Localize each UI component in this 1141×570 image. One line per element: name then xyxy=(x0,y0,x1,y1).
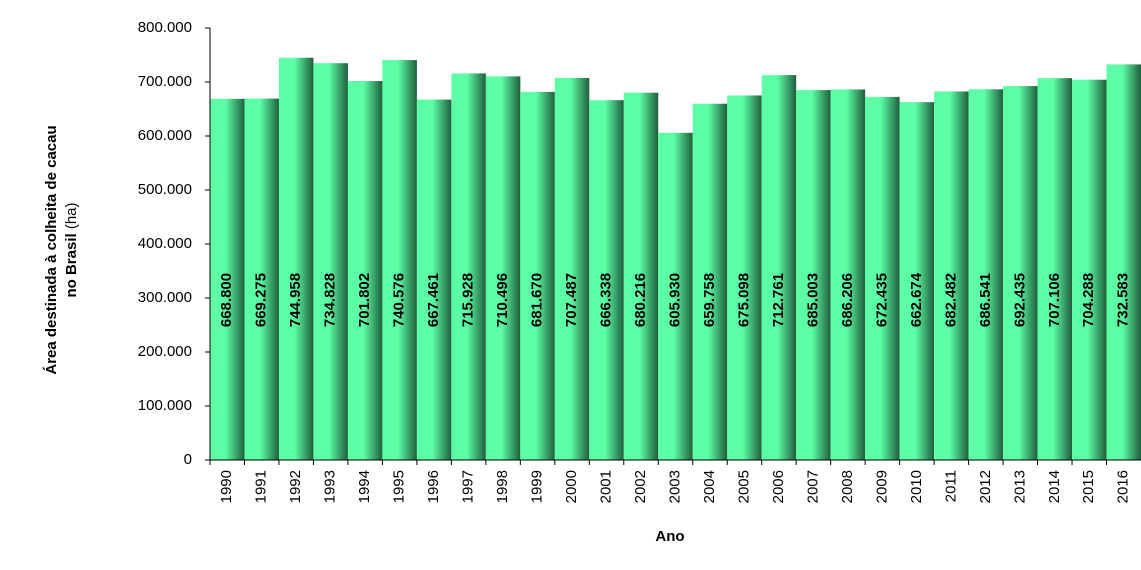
data-label: 686.206 xyxy=(839,273,856,327)
x-axis-title: Ano xyxy=(655,528,684,545)
bar xyxy=(1037,78,1073,461)
y-tick-label: 600.000 xyxy=(138,127,192,144)
x-tick-label: 2011 xyxy=(942,470,959,502)
bar xyxy=(589,100,624,460)
x-tick-label: 2006 xyxy=(770,470,787,503)
x-tick-label: 2007 xyxy=(804,470,821,503)
y-tick-label: 300.000 xyxy=(138,289,192,306)
x-tick-label: 2001 xyxy=(598,470,615,503)
x-tick-label: 2014 xyxy=(1046,470,1063,503)
x-tick-label: 1990 xyxy=(218,470,235,503)
x-tick-label: 1997 xyxy=(460,470,477,503)
data-label: 740.576 xyxy=(391,273,408,327)
data-label: 662.674 xyxy=(908,272,925,327)
data-label: 672.435 xyxy=(873,273,890,327)
x-tick-label: 1994 xyxy=(356,470,373,503)
bar xyxy=(692,103,728,460)
bar xyxy=(761,75,797,460)
data-label: 686.541 xyxy=(977,273,994,327)
data-label: 701.802 xyxy=(356,273,373,327)
bar xyxy=(1106,64,1141,460)
data-label: 744.958 xyxy=(287,273,304,327)
bar xyxy=(485,76,521,461)
bar xyxy=(313,63,348,461)
bar xyxy=(623,92,659,461)
bar xyxy=(1072,79,1107,460)
y-axis-title: Área destinada à colheita de cacau xyxy=(43,125,60,374)
data-label: 681.670 xyxy=(529,273,546,327)
data-label: 712.761 xyxy=(770,273,787,327)
bar xyxy=(382,60,417,460)
bar xyxy=(554,77,590,460)
data-label: 734.828 xyxy=(322,273,339,327)
x-tick-label: 1992 xyxy=(287,470,304,503)
x-tick-label: 2012 xyxy=(977,470,994,503)
data-label: 668.800 xyxy=(218,273,235,327)
bar xyxy=(244,98,279,461)
data-label: 675.098 xyxy=(735,273,752,327)
y-tick-label: 0 xyxy=(184,451,192,468)
bar xyxy=(278,57,314,460)
x-tick-label: 2013 xyxy=(1011,470,1028,503)
data-label: 666.338 xyxy=(598,273,615,327)
y-tick-label: 800.000 xyxy=(138,19,192,36)
bar xyxy=(416,99,452,461)
data-label: 715.928 xyxy=(460,273,477,327)
x-tick-label: 2003 xyxy=(666,470,683,503)
data-label: 680.216 xyxy=(632,273,649,327)
bar xyxy=(830,89,866,460)
x-tick-label: 1995 xyxy=(391,470,408,503)
data-label: 710.496 xyxy=(494,273,511,327)
x-tick-label: 2005 xyxy=(735,470,752,503)
y-tick-label: 400.000 xyxy=(138,235,192,252)
x-tick-label: 2004 xyxy=(701,470,718,503)
x-tick-label: 2002 xyxy=(632,470,649,503)
bar xyxy=(727,95,762,460)
x-tick-label: 2008 xyxy=(839,470,856,503)
x-tick-label: 1991 xyxy=(253,470,270,503)
bar xyxy=(865,96,900,460)
data-label: 692.435 xyxy=(1011,273,1028,327)
data-label: 669.275 xyxy=(253,273,270,327)
x-tick-label: 2009 xyxy=(873,470,890,503)
bar xyxy=(796,90,831,460)
bar xyxy=(968,89,1004,461)
x-tick-label: 2010 xyxy=(908,470,925,503)
data-label: 605.930 xyxy=(666,273,683,327)
bar xyxy=(658,132,693,461)
x-tick-label: 1998 xyxy=(494,470,511,503)
y-tick-label: 700.000 xyxy=(138,73,192,90)
y-axis-title-bold: no Brasil xyxy=(63,233,80,297)
bar xyxy=(934,91,969,460)
x-tick-label: 2000 xyxy=(563,470,580,503)
y-axis-title: no Brasil (ha) xyxy=(63,202,80,297)
x-tick-label: 1999 xyxy=(529,470,546,503)
data-label: 707.487 xyxy=(563,273,580,327)
data-label: 685.003 xyxy=(804,273,821,327)
bar xyxy=(210,98,245,461)
bar xyxy=(1003,86,1038,461)
x-tick-label: 1993 xyxy=(322,470,339,503)
x-tick-label: 2016 xyxy=(1115,470,1132,503)
data-label: 682.482 xyxy=(942,273,959,327)
data-label: 704.288 xyxy=(1080,273,1097,327)
bar xyxy=(347,81,383,460)
y-tick-label: 500.000 xyxy=(138,181,192,198)
y-tick-label: 200.000 xyxy=(138,343,192,360)
bar xyxy=(899,102,935,460)
x-tick-label: 2015 xyxy=(1080,470,1097,503)
x-tick-label: 1996 xyxy=(425,470,442,503)
data-label: 659.758 xyxy=(701,273,718,327)
y-axis-unit: (ha) xyxy=(63,202,80,229)
data-label: 667.461 xyxy=(425,273,442,327)
data-label: 732.583 xyxy=(1115,273,1132,327)
data-label: 707.106 xyxy=(1046,273,1063,327)
y-tick-label: 100.000 xyxy=(138,397,192,414)
bar xyxy=(520,91,555,461)
bar xyxy=(451,73,486,461)
